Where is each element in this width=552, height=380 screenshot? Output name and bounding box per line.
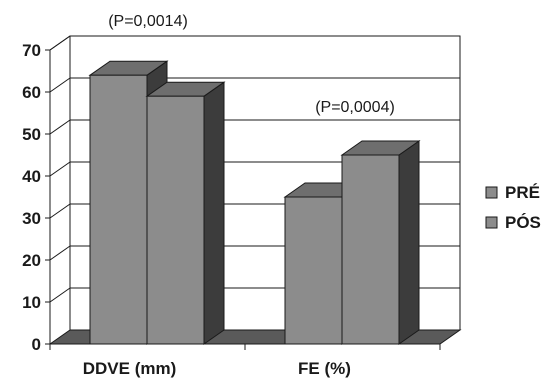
bar-side <box>203 81 225 345</box>
legend-label: PÓS <box>505 213 541 232</box>
x-tick-label: FE (%) <box>298 359 351 378</box>
y-tick-label: 0 <box>32 335 41 354</box>
y-tick-label: 20 <box>22 251 41 270</box>
bar-front <box>89 74 148 345</box>
y-tick-label: 70 <box>22 41 41 60</box>
bar-front <box>146 95 205 345</box>
p-value-annotation: (P=0,0014) <box>108 13 188 30</box>
y-tick-label: 10 <box>22 293 41 312</box>
gridline-side <box>49 77 71 93</box>
legend-swatch <box>485 186 498 199</box>
bar <box>340 140 421 345</box>
bar <box>145 81 226 345</box>
bar-side <box>398 140 420 345</box>
x-tick-label: DDVE (mm) <box>83 359 177 378</box>
bar-front <box>284 196 343 345</box>
p-value-annotation: (P=0,0004) <box>315 99 395 116</box>
gridline-side <box>49 287 71 303</box>
legend-item: PÓS <box>485 213 541 232</box>
gridline-side <box>49 119 71 135</box>
annotations: (P=0,0014) (P=0,0004) <box>108 13 395 116</box>
gridline-side <box>49 161 71 177</box>
y-axis: 0 10 20 30 40 50 60 70 <box>22 35 71 354</box>
legend-label: PRÉ <box>505 183 540 202</box>
y-tick-label: 60 <box>22 83 41 102</box>
legend-item: PRÉ <box>485 183 540 202</box>
legend-swatch <box>485 216 498 229</box>
bars <box>88 60 421 345</box>
y-axis-top <box>49 35 71 51</box>
y-tick-label: 40 <box>22 167 41 186</box>
x-axis-labels: DDVE (mm) FE (%) <box>49 343 441 378</box>
gridline-side <box>49 203 71 219</box>
gridline-side <box>49 245 71 261</box>
y-tick-label: 30 <box>22 209 41 228</box>
y-tick-label: 50 <box>22 125 41 144</box>
bar-front <box>341 154 400 345</box>
legend: PRÉ PÓS <box>485 183 541 232</box>
